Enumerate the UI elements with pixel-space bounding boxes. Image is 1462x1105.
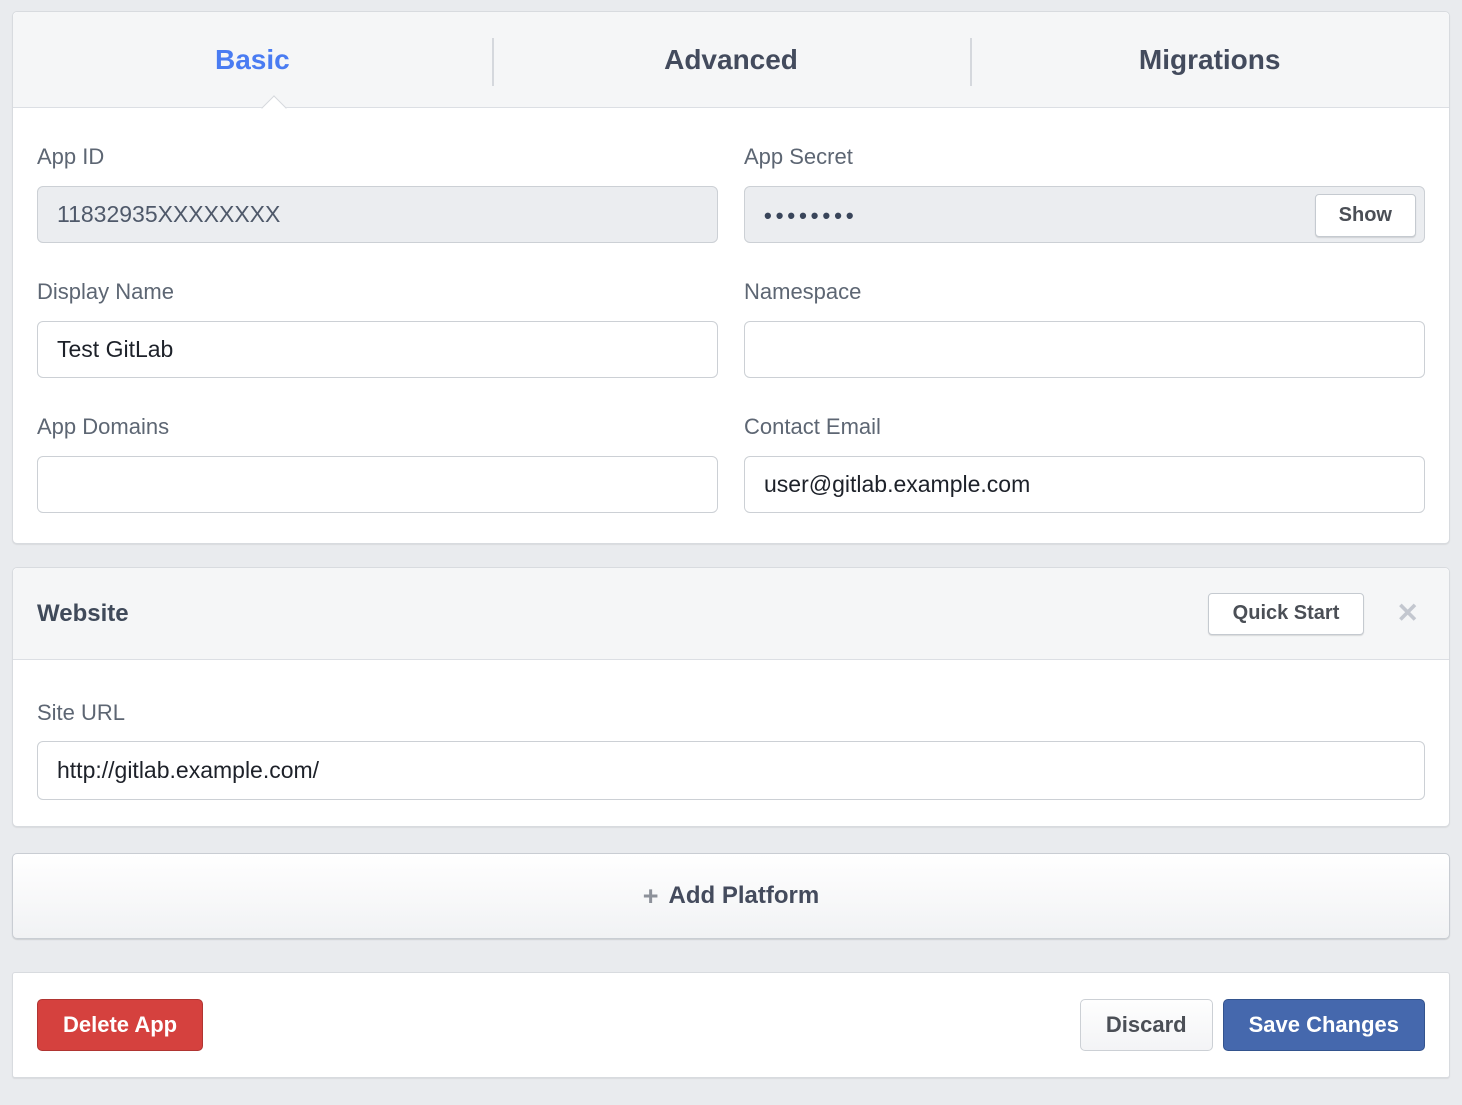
plus-icon: + xyxy=(642,880,659,911)
tab-migrations[interactable]: Migrations xyxy=(970,12,1449,107)
website-section-body: Site URL xyxy=(13,660,1449,826)
namespace-input[interactable] xyxy=(744,321,1425,378)
discard-button[interactable]: Discard xyxy=(1079,999,1213,1051)
contact-email-field: Contact Email xyxy=(744,378,1425,513)
app-domains-field: App Domains xyxy=(37,378,718,513)
add-platform-button[interactable]: + Add Platform xyxy=(12,853,1450,939)
app-secret-masked-box: •••••••• Show xyxy=(744,186,1425,243)
app-id-field: App ID xyxy=(37,108,718,243)
website-platform-card: Website Quick Start ✕ Site URL xyxy=(12,567,1450,827)
app-id-label: App ID xyxy=(37,144,105,169)
close-icon[interactable]: ✕ xyxy=(1396,598,1419,628)
save-changes-button[interactable]: Save Changes xyxy=(1222,999,1425,1051)
display-name-input[interactable] xyxy=(37,321,718,378)
app-secret-field: App Secret •••••••• Show xyxy=(744,108,1425,243)
show-secret-button[interactable]: Show xyxy=(1314,194,1416,237)
tab-basic[interactable]: Basic xyxy=(214,43,290,75)
contact-email-label: Contact Email xyxy=(744,414,881,439)
settings-tabbar: Basic Advanced Migrations xyxy=(13,12,1449,121)
delete-app-button[interactable]: Delete App xyxy=(37,999,204,1051)
display-name-label: Display Name xyxy=(37,279,174,304)
namespace-label: Namespace xyxy=(744,279,862,304)
contact-email-input[interactable] xyxy=(744,456,1425,513)
namespace-field: Namespace xyxy=(744,243,1425,378)
tab-advanced[interactable]: Advanced xyxy=(491,12,971,107)
app-domains-input[interactable] xyxy=(37,456,718,513)
footer-actions-card: Delete App Discard Save Changes xyxy=(12,972,1450,1078)
site-url-input[interactable] xyxy=(37,741,1425,800)
app-secret-masked-value: •••••••• xyxy=(764,202,858,228)
app-domains-label: App Domains xyxy=(37,414,170,439)
website-section-header: Website Quick Start ✕ xyxy=(13,568,1449,660)
app-settings-card: Basic Advanced Migrations App ID App Sec… xyxy=(12,11,1450,544)
display-name-field: Display Name xyxy=(37,243,718,378)
website-section-title: Website xyxy=(37,599,129,627)
basic-settings-form: App ID App Secret •••••••• Show Display … xyxy=(13,108,1449,543)
app-secret-label: App Secret xyxy=(744,144,853,169)
add-platform-label: Add Platform xyxy=(668,882,820,909)
site-url-label: Site URL xyxy=(37,700,126,725)
app-id-input xyxy=(37,186,718,243)
quick-start-button[interactable]: Quick Start xyxy=(1207,592,1365,635)
